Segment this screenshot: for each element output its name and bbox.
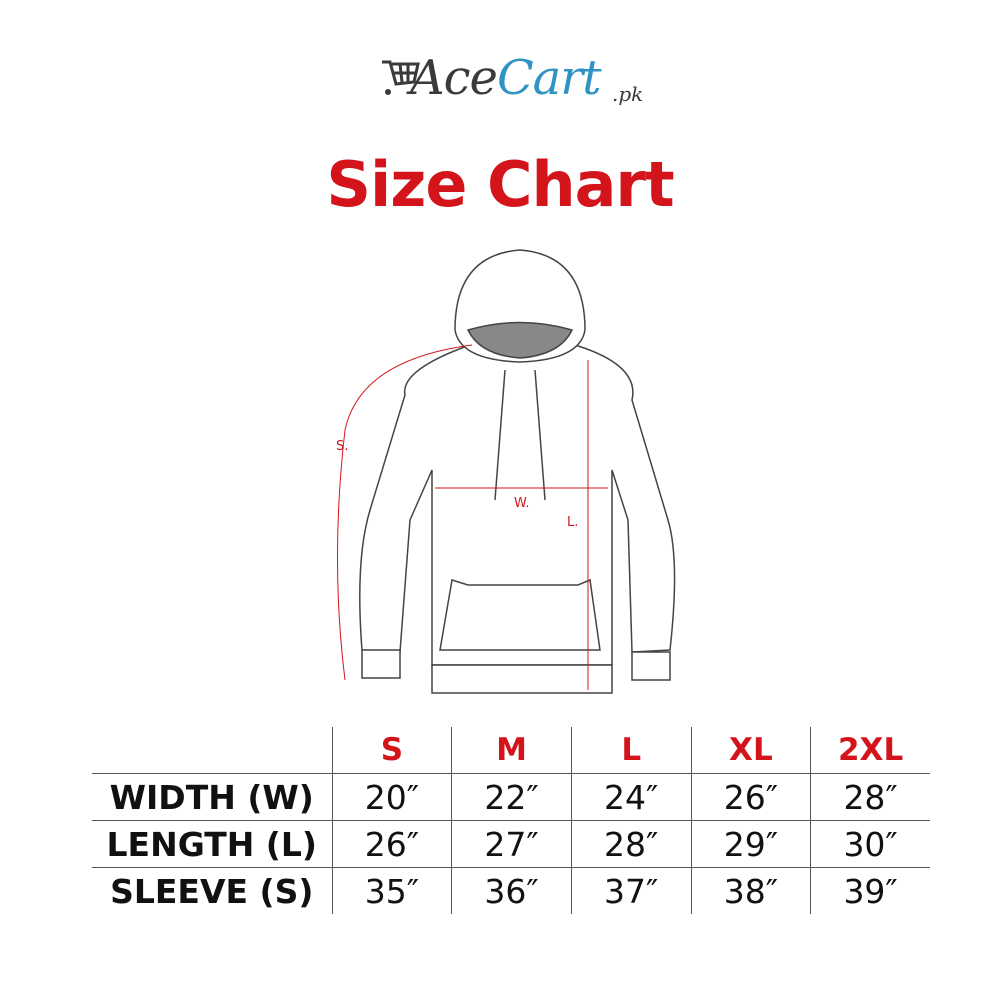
cell: 24″ <box>570 773 692 821</box>
cell: 36″ <box>451 867 572 914</box>
cell: 38″ <box>690 867 811 914</box>
cell: 28″ <box>570 820 692 868</box>
size-header: 2XL <box>810 727 930 774</box>
cell: 35″ <box>331 867 452 914</box>
cell: 22″ <box>451 773 572 821</box>
cell: 26″ <box>331 820 452 868</box>
length-label: L. <box>567 515 578 530</box>
table-row: WIDTH (W) 20″ 22″ 24″ 26″ 28″ <box>92 773 930 821</box>
hoodie-diagram: S. W. L. <box>336 249 676 694</box>
cell: 28″ <box>810 773 930 821</box>
table-row: LENGTH (L) 26″ 27″ 28″ 29″ 30″ <box>92 820 930 868</box>
table-row: SLEEVE (S) 35″ 36″ 37″ 38″ 39″ <box>92 867 930 914</box>
size-header: M <box>451 727 572 774</box>
empty-header <box>92 727 332 774</box>
logo-cart: Cart <box>496 50 602 106</box>
size-header: XL <box>690 727 811 774</box>
size-header: S <box>331 727 452 774</box>
cell: 27″ <box>451 820 572 868</box>
size-header-row: S M L XL 2XL <box>92 727 930 774</box>
shopping-cart-icon <box>382 60 420 95</box>
cell: 37″ <box>570 867 692 914</box>
sleeve-label: S. <box>336 439 348 454</box>
width-label: W. <box>514 496 530 511</box>
row-label: SLEEVE (S) <box>92 867 333 914</box>
cell: 30″ <box>810 820 930 868</box>
row-label: WIDTH (W) <box>92 773 333 821</box>
page-title: Size Chart <box>326 148 674 221</box>
logo-ace: Ace <box>410 50 498 106</box>
size-header: L <box>570 727 692 774</box>
cell: 29″ <box>690 820 811 868</box>
logo-suffix: .pk <box>612 82 644 106</box>
size-table: S M L XL 2XL WIDTH (W) 20″ 22″ 24″ 26″ 2… <box>92 727 930 914</box>
cell: 20″ <box>331 773 452 821</box>
row-label: LENGTH (L) <box>92 820 333 868</box>
acecart-logo: AceCart .pk <box>380 48 680 118</box>
cell: 26″ <box>690 773 811 821</box>
cell: 39″ <box>810 867 930 914</box>
